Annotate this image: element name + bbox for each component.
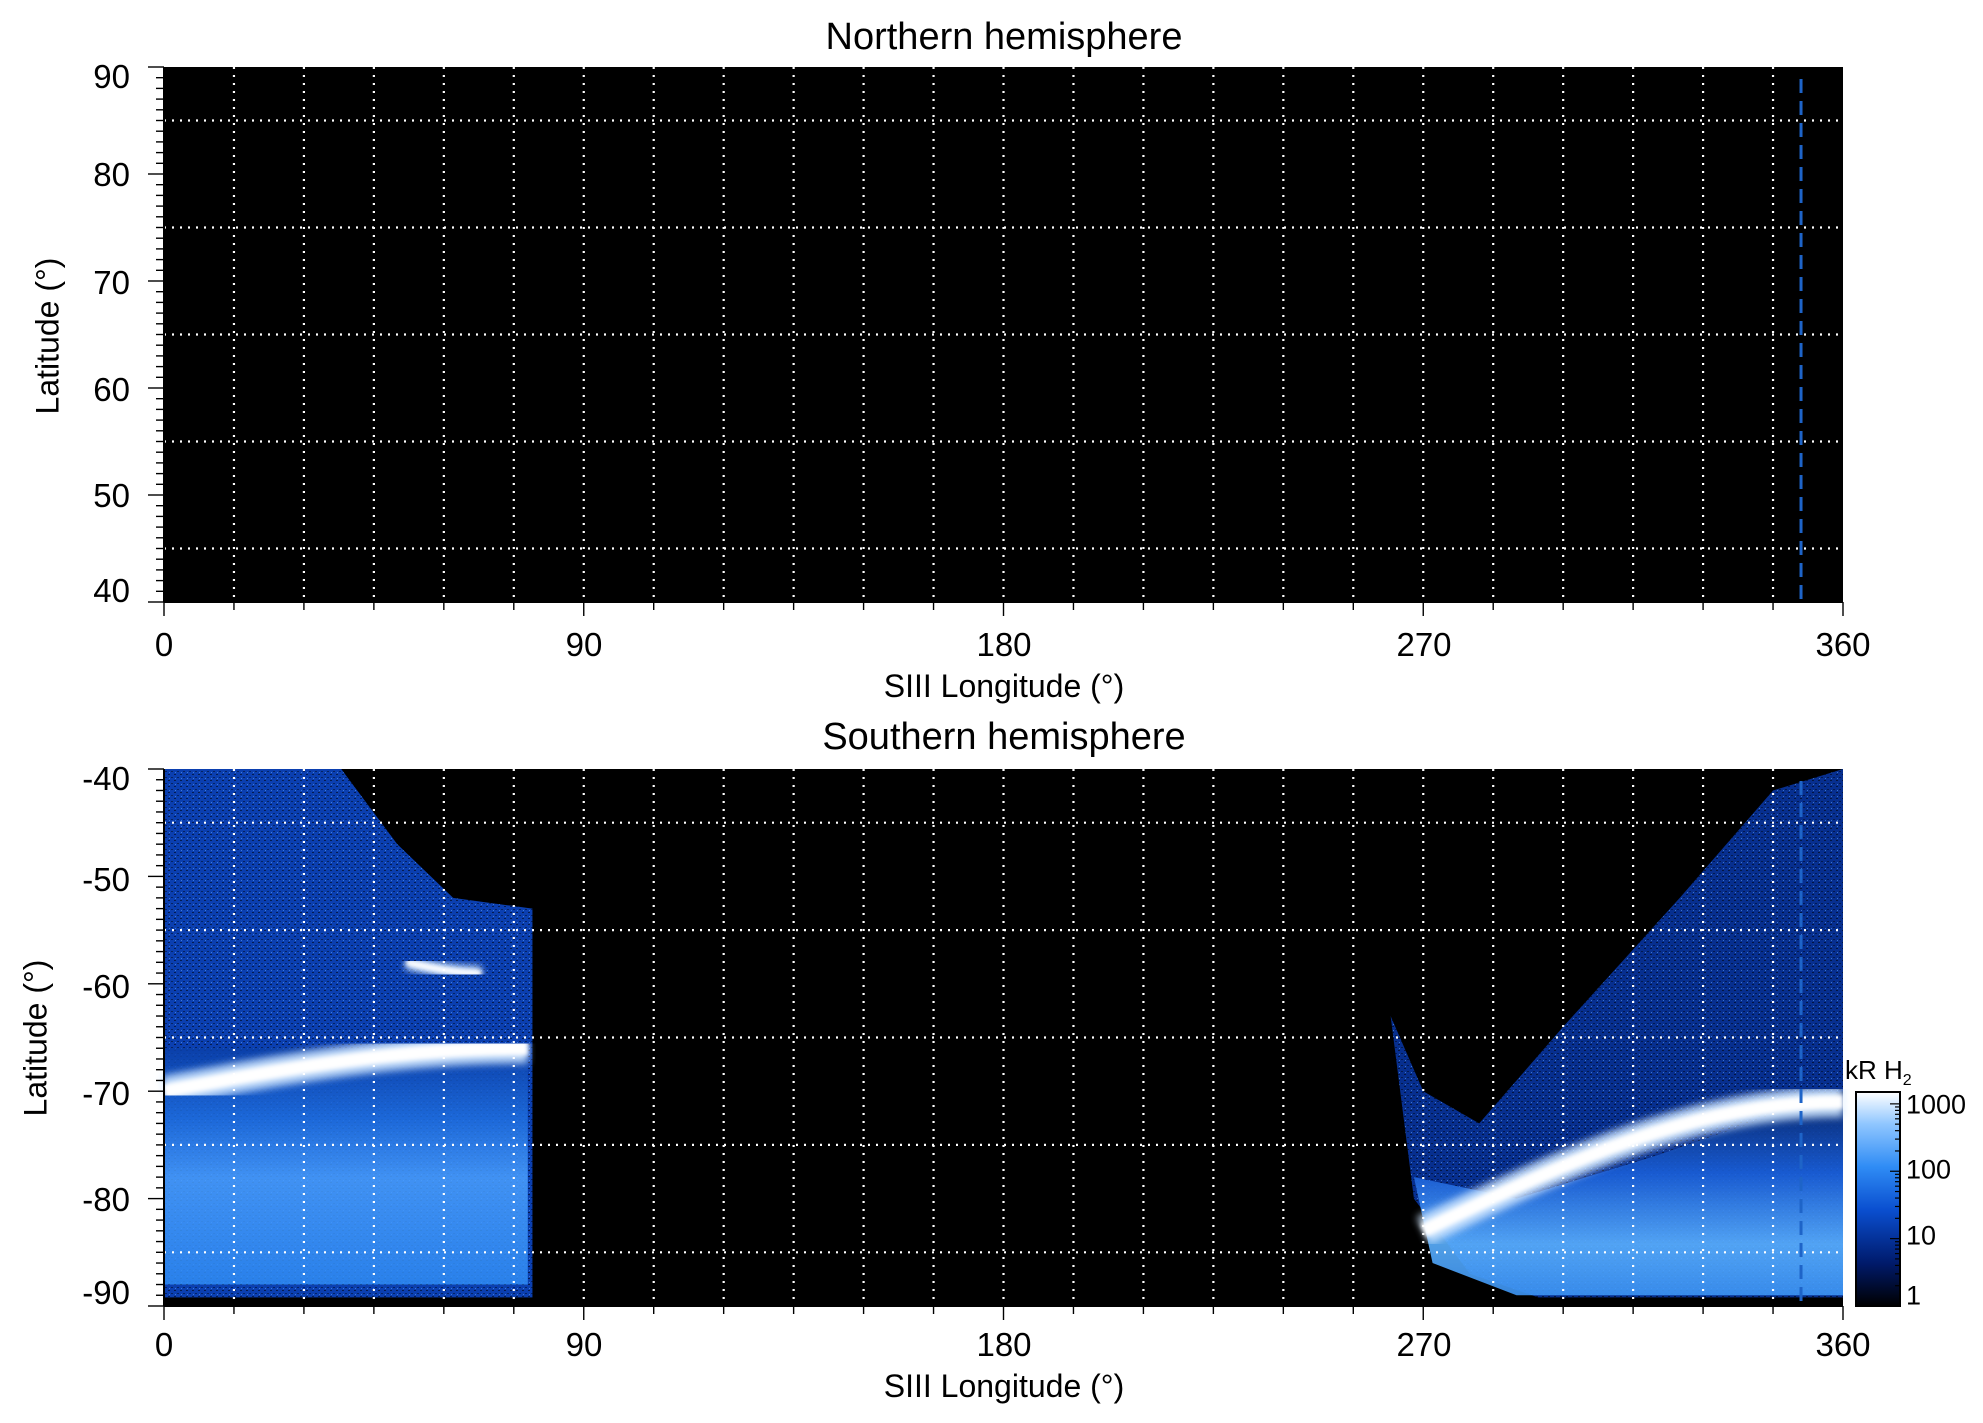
- south-x-tick-90: 90: [565, 1326, 603, 1363]
- north-x-tick-360: 360: [1815, 626, 1871, 663]
- north-y-tick-60: 60: [93, 371, 130, 408]
- south-y-tick-60: -60: [82, 968, 130, 1005]
- north-x-tick-180: 180: [976, 626, 1032, 663]
- north-y-tick-50: 50: [93, 477, 130, 514]
- north-x-axis-label: SIII Longitude (°): [883, 668, 1125, 704]
- north-y-tick-80: 80: [93, 156, 130, 193]
- colorbar-title: kR H2: [1845, 1055, 1912, 1090]
- north-y-tick-40: 40: [93, 572, 130, 609]
- north-panel-title: Northern hemisphere: [825, 16, 1183, 58]
- colorbar-tick-10: 10: [1906, 1220, 1937, 1251]
- south-bottom-strip: [164, 1297, 1843, 1306]
- colorbar-title-text: kR H: [1845, 1055, 1903, 1085]
- south-y-tick-70: -70: [82, 1075, 130, 1112]
- colorbar-tick-1000: 1000: [1906, 1089, 1967, 1120]
- south-x-tick-180: 180: [976, 1326, 1032, 1363]
- south-x-axis-label: SIII Longitude (°): [883, 1368, 1125, 1404]
- north-y-tick-70: 70: [93, 264, 130, 301]
- south-lower-band-east: [1413, 1091, 1843, 1296]
- north-x-tick-90: 90: [565, 626, 603, 663]
- south-y-tick-50: -50: [82, 861, 130, 898]
- north-y-tick-90: 90: [93, 58, 130, 95]
- south-y-tick-40: -40: [82, 760, 130, 797]
- south-x-tick-360: 360: [1815, 1326, 1871, 1363]
- south-x-tick-270: 270: [1396, 1326, 1452, 1363]
- north-x-tick-0: 0: [154, 626, 174, 663]
- south-y-tick-90: -90: [82, 1274, 130, 1311]
- south-y-tick-80: -80: [82, 1181, 130, 1218]
- south-feature-core-1: [162, 1041, 528, 1099]
- north-x-tick-270: 270: [1396, 626, 1452, 663]
- colorbar: [1855, 1091, 1901, 1307]
- colorbar-tick-100: 100: [1906, 1154, 1952, 1185]
- colorbar-tick-1: 1: [1906, 1280, 1922, 1311]
- south-x-tick-0: 0: [154, 1326, 174, 1363]
- south-panel-title: Southern hemisphere: [822, 716, 1186, 758]
- colorbar-title-subscript: 2: [1902, 1072, 1912, 1090]
